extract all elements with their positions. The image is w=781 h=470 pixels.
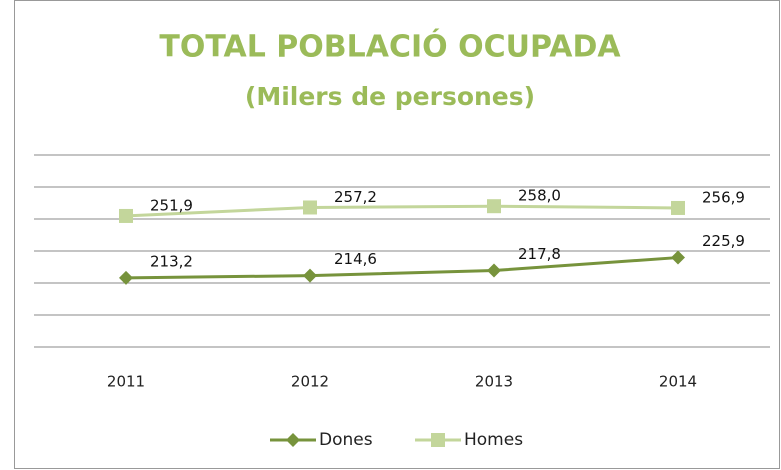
- data-label: 217,8: [518, 245, 561, 263]
- x-tick-label: 2014: [659, 373, 697, 391]
- data-label: 213,2: [150, 252, 193, 270]
- marker: [487, 263, 501, 278]
- x-tick-label: 2011: [107, 373, 145, 391]
- data-label: 214,6: [334, 250, 377, 268]
- data-label: 225,9: [702, 232, 745, 250]
- data-label: 251,9: [150, 196, 193, 214]
- legend-label: Homes: [464, 430, 523, 450]
- data-label: 258,0: [518, 187, 561, 205]
- marker: [286, 433, 300, 447]
- chart-title: TOTAL POBLACIÓ OCUPADA: [159, 28, 621, 65]
- marker: [487, 199, 501, 214]
- marker: [303, 200, 317, 215]
- x-tick-label: 2012: [291, 373, 329, 391]
- chart-frame: [14, 0, 780, 469]
- marker: [303, 268, 317, 283]
- marker: [671, 200, 685, 215]
- chart-subtitle: (Milers de persones): [245, 82, 535, 111]
- marker: [119, 208, 133, 223]
- data-label: 257,2: [334, 188, 377, 206]
- series-line: [125, 256, 679, 280]
- legend-label: Dones: [319, 430, 373, 450]
- x-tick-label: 2013: [475, 373, 513, 391]
- data-label: 256,9: [702, 188, 745, 206]
- series-line: [125, 204, 679, 218]
- marker: [119, 270, 133, 285]
- marker: [671, 250, 685, 265]
- marker: [431, 433, 445, 447]
